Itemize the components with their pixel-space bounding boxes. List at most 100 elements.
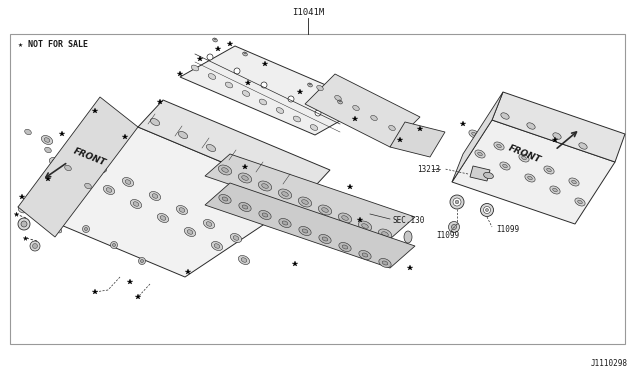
Ellipse shape	[206, 222, 212, 226]
Ellipse shape	[550, 186, 560, 194]
Polygon shape	[18, 97, 138, 237]
Ellipse shape	[54, 227, 61, 233]
Ellipse shape	[52, 160, 58, 164]
Ellipse shape	[404, 231, 412, 243]
Ellipse shape	[301, 200, 308, 204]
Ellipse shape	[309, 83, 311, 85]
Circle shape	[83, 225, 90, 232]
Ellipse shape	[578, 200, 582, 204]
Ellipse shape	[342, 216, 348, 220]
Ellipse shape	[179, 131, 188, 138]
Ellipse shape	[241, 258, 247, 262]
Ellipse shape	[502, 164, 508, 168]
Ellipse shape	[475, 150, 485, 158]
Ellipse shape	[49, 157, 61, 167]
Text: I1099: I1099	[436, 231, 460, 240]
Ellipse shape	[179, 208, 185, 212]
Ellipse shape	[299, 227, 311, 235]
Ellipse shape	[362, 253, 368, 257]
Circle shape	[453, 198, 461, 206]
Polygon shape	[492, 92, 625, 162]
Ellipse shape	[338, 100, 342, 104]
Ellipse shape	[262, 213, 268, 217]
Bar	[10, 34, 625, 344]
Ellipse shape	[553, 188, 557, 192]
Circle shape	[451, 224, 456, 230]
Ellipse shape	[339, 213, 351, 223]
Ellipse shape	[322, 237, 328, 241]
Ellipse shape	[335, 96, 341, 100]
Ellipse shape	[527, 123, 535, 129]
Ellipse shape	[204, 219, 214, 228]
Ellipse shape	[177, 205, 188, 215]
Ellipse shape	[208, 74, 216, 79]
Ellipse shape	[242, 205, 248, 209]
Ellipse shape	[36, 217, 44, 223]
Ellipse shape	[472, 132, 476, 136]
Circle shape	[56, 212, 60, 215]
Circle shape	[450, 195, 464, 209]
Ellipse shape	[362, 224, 368, 228]
Ellipse shape	[359, 250, 371, 260]
Ellipse shape	[500, 162, 510, 170]
Text: I1099: I1099	[496, 224, 519, 234]
Ellipse shape	[45, 147, 51, 153]
Polygon shape	[205, 154, 415, 239]
Ellipse shape	[259, 211, 271, 219]
Ellipse shape	[293, 116, 301, 122]
Ellipse shape	[477, 152, 483, 156]
Ellipse shape	[259, 181, 271, 191]
Circle shape	[54, 209, 61, 217]
Ellipse shape	[221, 168, 228, 172]
Circle shape	[207, 54, 213, 60]
Ellipse shape	[25, 129, 31, 135]
Ellipse shape	[371, 115, 377, 121]
Ellipse shape	[579, 143, 587, 149]
Ellipse shape	[501, 113, 509, 119]
Text: I1041M: I1041M	[292, 7, 324, 16]
Text: SEC.130: SEC.130	[393, 215, 426, 224]
Ellipse shape	[238, 256, 250, 264]
Ellipse shape	[358, 221, 372, 231]
Ellipse shape	[133, 202, 139, 206]
Ellipse shape	[544, 166, 554, 174]
Ellipse shape	[131, 199, 141, 209]
Ellipse shape	[353, 105, 359, 110]
Ellipse shape	[219, 195, 231, 203]
Circle shape	[29, 196, 31, 199]
Ellipse shape	[150, 118, 159, 125]
Ellipse shape	[382, 261, 388, 265]
Text: ★ NOT FOR SALE: ★ NOT FOR SALE	[18, 39, 88, 48]
Circle shape	[113, 244, 115, 247]
Circle shape	[455, 200, 459, 204]
Text: FRONT: FRONT	[72, 147, 107, 168]
Circle shape	[26, 193, 33, 201]
Circle shape	[138, 257, 145, 264]
Ellipse shape	[125, 180, 131, 184]
Circle shape	[33, 244, 38, 248]
Ellipse shape	[157, 214, 168, 222]
Polygon shape	[138, 100, 330, 197]
Ellipse shape	[528, 176, 532, 180]
Ellipse shape	[76, 171, 88, 180]
Ellipse shape	[19, 207, 26, 213]
Ellipse shape	[575, 198, 585, 206]
Ellipse shape	[233, 236, 239, 240]
Ellipse shape	[298, 197, 312, 207]
Ellipse shape	[98, 166, 104, 170]
Circle shape	[30, 241, 40, 251]
Ellipse shape	[238, 173, 252, 183]
Ellipse shape	[282, 221, 288, 225]
Polygon shape	[180, 46, 370, 135]
Ellipse shape	[342, 245, 348, 249]
Ellipse shape	[308, 83, 312, 87]
Circle shape	[486, 208, 488, 212]
Ellipse shape	[206, 144, 216, 151]
Ellipse shape	[149, 192, 161, 201]
Polygon shape	[452, 120, 615, 224]
Ellipse shape	[262, 184, 268, 188]
Ellipse shape	[310, 125, 317, 131]
Ellipse shape	[160, 216, 166, 220]
Circle shape	[449, 221, 460, 232]
Circle shape	[261, 82, 267, 88]
